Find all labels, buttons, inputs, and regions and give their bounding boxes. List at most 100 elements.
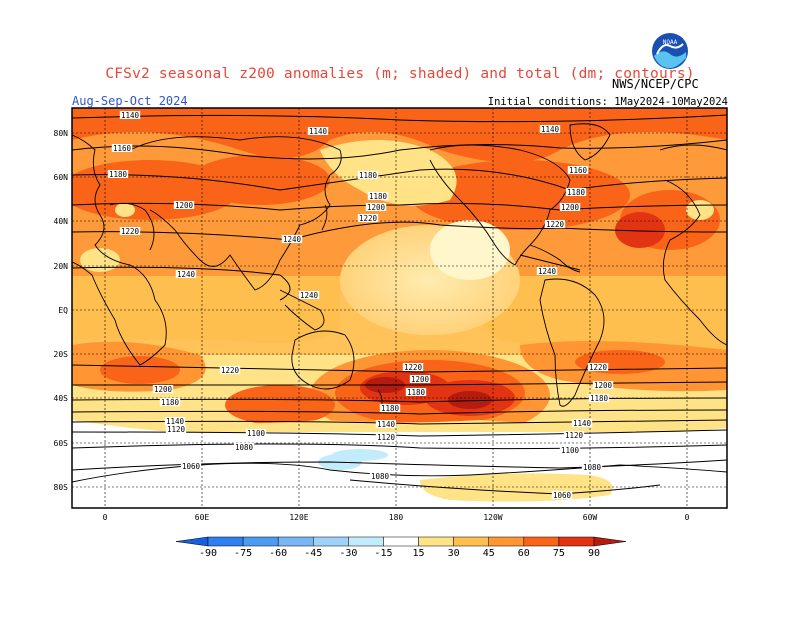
contour-label: 1200 — [594, 381, 613, 390]
lat-label: 60N — [54, 173, 69, 182]
colorbar-tick: 15 — [413, 548, 425, 559]
colorbar-tick: -30 — [339, 548, 357, 559]
lon-label: 0 — [685, 513, 690, 522]
contour-label-bg — [567, 166, 589, 174]
contour-label: 1220 — [404, 363, 423, 372]
contour-label-bg — [298, 291, 320, 299]
lon-label: 0 — [103, 513, 108, 522]
contour-label: 1220 — [121, 227, 140, 236]
contour-label-bg — [559, 446, 581, 454]
lon-label: 120W — [483, 513, 502, 522]
contour-label-bg — [357, 214, 379, 222]
contour-label-bg — [402, 363, 424, 371]
contour-label: 1120 — [167, 425, 186, 434]
chart-title: CFSv2 seasonal z200 anomalies (m; shaded… — [105, 66, 695, 82]
colorbar-tick: 45 — [483, 548, 495, 559]
contour-label: 1180 — [359, 171, 378, 180]
colorbar-tick: 30 — [448, 548, 460, 559]
lat-label: 40N — [54, 217, 69, 226]
colorbar-tick: -45 — [304, 548, 322, 559]
colorbar-segment — [348, 536, 384, 547]
contour-label: 1240 — [538, 267, 557, 276]
colorbar-segment — [523, 536, 560, 547]
lat-label: 20S — [54, 350, 69, 359]
contour-label-bg — [233, 443, 255, 451]
colorbar-tick: 75 — [553, 548, 565, 559]
colorbar-tick: 60 — [518, 548, 530, 559]
contour-label-bg — [159, 398, 181, 406]
contour-label-bg — [563, 431, 585, 439]
map-frame — [71, 107, 728, 509]
contour-label: 1240 — [177, 270, 196, 279]
contour-label: 1060 — [182, 462, 201, 471]
contour-label: 1140 — [309, 127, 328, 136]
colorbar-segment — [175, 536, 209, 547]
colorbar-segment — [558, 536, 595, 547]
colorbar-segment — [207, 536, 244, 547]
lon-label: 180 — [389, 513, 404, 522]
contour-label-bg — [559, 203, 581, 211]
contour-label: 1100 — [561, 446, 580, 455]
longitude-labels: 0 60E 120E 180 120W 60W 0 — [103, 513, 690, 522]
contour-label: 1080 — [583, 463, 602, 472]
contour-label-bg — [588, 394, 610, 402]
contour-label-bg — [281, 235, 303, 243]
contour-label: 1180 — [567, 188, 586, 197]
contour-label: 1200 — [561, 203, 580, 212]
contour-label-bg — [245, 429, 267, 437]
contour-label: 1080 — [371, 472, 390, 481]
contour-label: 1180 — [407, 388, 426, 397]
colorbar-segment — [383, 536, 419, 547]
contour-label-bg — [175, 270, 197, 278]
initial-conditions: Initial conditions: 1May2024-10May2024 — [487, 96, 728, 108]
contour-label: 1140 — [573, 419, 592, 428]
colorbar-segment — [418, 536, 454, 547]
contour-label-bg — [592, 381, 614, 389]
contour-label: 1180 — [369, 192, 388, 201]
contour-label: 1160 — [113, 144, 132, 153]
colorbar-segment — [242, 536, 279, 547]
lat-label: 60S — [54, 439, 69, 448]
colorbar-segment — [277, 536, 314, 547]
contour-label-bg — [219, 366, 241, 374]
contour-label-bg — [307, 127, 329, 135]
agency-label: NWS/NCEP/CPC — [612, 77, 699, 91]
colorbar-tick: -15 — [374, 548, 392, 559]
contour-label: 1120 — [377, 433, 396, 442]
contour-label-bg — [369, 472, 391, 480]
contour-label: 1140 — [121, 111, 140, 120]
contour-label-bg — [152, 385, 174, 393]
lon-label: 60E — [195, 513, 210, 522]
contour-label-bg — [357, 171, 379, 179]
contour-label-bg — [107, 170, 129, 178]
contour-label-bg — [375, 420, 397, 428]
lat-label: EQ — [58, 306, 68, 315]
shaded-anomalies — [72, 108, 727, 508]
contour-label-bg — [375, 433, 397, 441]
colorbar-tick: 90 — [588, 548, 600, 559]
contour-label: 1080 — [235, 443, 254, 452]
latitude-labels: 80N 60N 40N 20N EQ 20S 40S 60S 80S — [54, 129, 69, 492]
height-contours — [72, 114, 727, 495]
contour-label: 1160 — [569, 166, 588, 175]
contour-label: 1180 — [161, 398, 180, 407]
contour-label: 1180 — [590, 394, 609, 403]
contour-label-bg — [111, 144, 133, 152]
colorbar-segment — [453, 536, 489, 547]
colorbar: -90 -75 -60 -45 -30 -15 15 30 45 60 75 90 — [175, 536, 627, 559]
colorbar-tick: -90 — [199, 548, 217, 559]
contour-label: 1140 — [377, 420, 396, 429]
contour-label-bg — [365, 203, 387, 211]
contour-label: 1140 — [541, 125, 560, 134]
colorbar-tick: -75 — [234, 548, 252, 559]
contour-label: 1200 — [154, 385, 173, 394]
contour-label: 1060 — [553, 491, 572, 500]
contour-label: 1220 — [546, 220, 565, 229]
colorbar-segment — [313, 536, 349, 547]
contour-label-bg — [164, 417, 186, 425]
contour-label-bg — [119, 111, 141, 119]
logo-text: NOAA — [663, 39, 678, 46]
contour-label-bg — [587, 363, 609, 371]
noaa-logo: NOAA — [651, 32, 689, 70]
contour-label: 1120 — [565, 431, 584, 440]
